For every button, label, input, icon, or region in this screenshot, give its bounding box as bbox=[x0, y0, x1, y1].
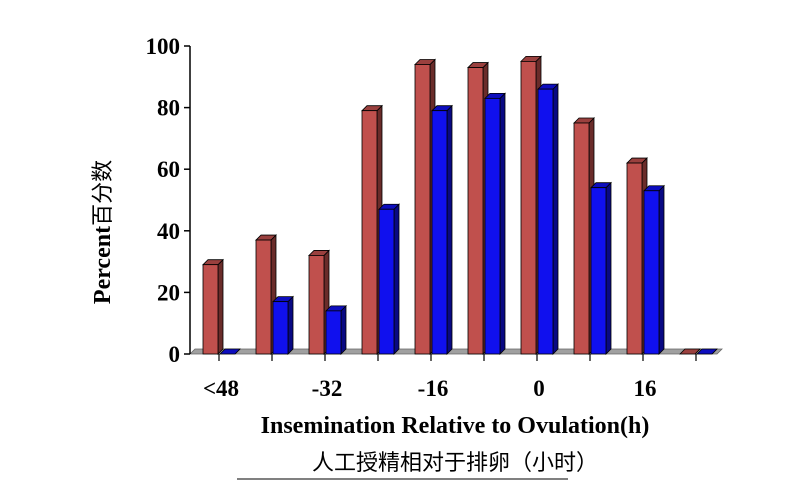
y-tick-label: 40 bbox=[157, 219, 180, 244]
x-tick-label: -32 bbox=[312, 376, 343, 401]
y-tick-label: 20 bbox=[157, 280, 180, 305]
bar-2 bbox=[590, 181, 612, 355]
y-axis-title: Percent bbox=[90, 226, 116, 304]
y-axis-title-cn: 百分数 bbox=[91, 160, 116, 226]
bar-2 bbox=[537, 83, 559, 355]
bar-2 bbox=[484, 92, 506, 355]
x-tick-label: -16 bbox=[418, 376, 449, 401]
x-axis-title: Insemination Relative to Ovulation(h) bbox=[261, 413, 650, 439]
y-tick-label: 0 bbox=[169, 342, 181, 367]
y-tick-label: 60 bbox=[157, 157, 180, 182]
bar-2 bbox=[378, 203, 400, 355]
x-ticks: <48 -32 -16 0 16 bbox=[203, 354, 697, 401]
bar-2 bbox=[643, 184, 665, 355]
x-tick-label: 16 bbox=[634, 376, 657, 401]
x-tick-label: <48 bbox=[203, 376, 239, 401]
bar-2 bbox=[431, 104, 453, 355]
x-tick-label: 0 bbox=[533, 376, 545, 401]
bar-1 bbox=[202, 258, 224, 355]
bar-2 bbox=[325, 304, 347, 355]
y-axis-title-wrapper: Percent百分数 bbox=[90, 160, 116, 304]
bars bbox=[202, 55, 718, 355]
bar-1 bbox=[308, 249, 330, 355]
y-tick-label: 100 bbox=[146, 34, 181, 59]
y-axis-title-group: Percent百分数 bbox=[90, 160, 116, 304]
bar-2 bbox=[696, 348, 718, 355]
y-ticks: 0 20 40 60 80 100 bbox=[146, 34, 190, 367]
x-axis-title-cn: 人工授精相对于排卵（小时） bbox=[312, 451, 598, 476]
y-tick-label: 80 bbox=[157, 96, 180, 121]
bar-2 bbox=[272, 295, 294, 355]
bar-2 bbox=[219, 348, 241, 355]
bar-1 bbox=[679, 348, 701, 355]
